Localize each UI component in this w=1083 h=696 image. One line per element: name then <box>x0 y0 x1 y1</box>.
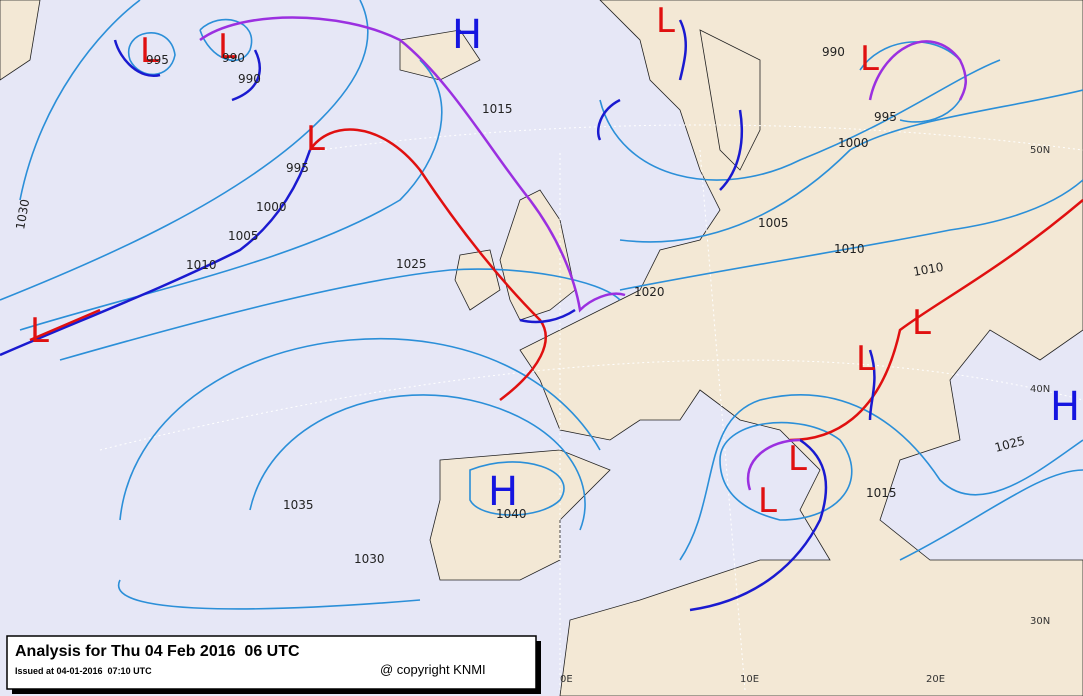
pressure-center: L <box>788 439 807 479</box>
pressure-center: L <box>140 31 159 71</box>
isobar-label: 1030 <box>13 198 32 231</box>
longitude-label: 20E <box>926 674 945 685</box>
isobar-labels: 995 990 990 1015 995 1000 1005 1010 1025… <box>13 45 1026 566</box>
centers: L L H L L L L H L L L L H <box>30 1 1080 521</box>
latitude-label: 50N <box>1030 145 1050 156</box>
pressure-center: L <box>656 1 675 41</box>
graticule <box>99 124 1083 691</box>
pressure-center: L <box>758 481 777 521</box>
isobar-label: 1035 <box>283 498 314 512</box>
isobar-label: 1010 <box>834 242 865 256</box>
longitude-label: 10E <box>740 674 759 685</box>
pressure-center: L <box>30 311 49 351</box>
pressure-center: H <box>452 12 482 58</box>
isobar-label: 1000 <box>256 200 287 214</box>
latitude-label: 40N <box>1030 384 1050 395</box>
isobar-label: 990 <box>238 72 261 86</box>
pressure-center: H <box>1050 384 1080 430</box>
pressure-center: H <box>488 469 518 515</box>
isobar-label: 1005 <box>228 229 259 243</box>
isobar-label: 1005 <box>758 216 789 230</box>
title-box: Analysis for Thu 04 Feb 2016 06 UTC Issu… <box>6 635 541 694</box>
fronts <box>0 16 1083 612</box>
pressure-center: L <box>306 119 325 159</box>
isobar-label: 995 <box>286 161 309 175</box>
isobar-label: 1015 <box>866 486 897 500</box>
isobar-label: 1015 <box>482 102 513 116</box>
isobar-label: 1040 <box>496 507 527 521</box>
pressure-center: L <box>912 303 931 343</box>
longitude-label: 0E <box>560 674 573 685</box>
pressure-center: L <box>860 39 879 79</box>
isobar-label: 990 <box>822 45 845 59</box>
pressure-center: L <box>218 27 237 67</box>
isobar-label: 990 <box>222 51 245 65</box>
isobar-label: 1010 <box>186 258 217 272</box>
isobar-label: 1020 <box>634 285 665 299</box>
issued: Issued at 04-01-2016 07:10 UTC <box>15 666 152 676</box>
isobar-label: 1030 <box>354 552 385 566</box>
isobar-label: 1025 <box>396 257 427 271</box>
title: Analysis for Thu 04 Feb 2016 06 UTC <box>15 643 300 660</box>
isobar-label: 1010 <box>912 260 945 279</box>
latitude-label: 30N <box>1030 616 1050 627</box>
copyright: @ copyright KNMI <box>380 662 486 677</box>
isobar-label: 995 <box>874 110 897 124</box>
pressure-center: L <box>856 339 875 379</box>
graticule-labels: 50N 40N 30N 0E 10E 20E <box>560 145 1050 685</box>
isobar-label: 1000 <box>838 136 869 150</box>
isobar-label: 995 <box>146 53 169 67</box>
